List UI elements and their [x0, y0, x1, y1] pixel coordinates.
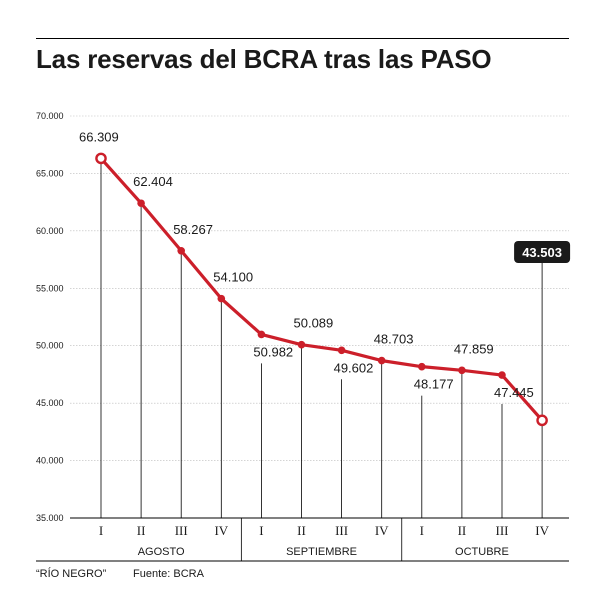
x-tick-label: IV [535, 523, 549, 538]
month-group-label: SEPTIEMBRE [286, 546, 357, 558]
y-tick-label: 35.000 [36, 513, 64, 523]
data-point [337, 346, 346, 355]
x-tick-label: II [137, 523, 146, 538]
data-point [257, 330, 266, 339]
data-label: 62.404 [133, 174, 173, 189]
x-tick-label: III [175, 523, 188, 538]
x-tick-label: III [335, 523, 348, 538]
x-tick-label: IV [375, 523, 389, 538]
data-point [137, 199, 145, 208]
y-tick-label: 65.000 [36, 168, 64, 178]
data-point [177, 246, 185, 255]
data-point [418, 362, 426, 371]
data-label: 49.602 [334, 360, 374, 375]
month-group-label: AGOSTO [138, 546, 185, 558]
callout-box [514, 241, 571, 263]
x-tick-label: I [99, 523, 103, 538]
data-label: 58.267 [173, 222, 213, 237]
data-point-hollow [536, 414, 548, 427]
series-line [99, 156, 544, 422]
y-tick-label: 45.000 [36, 398, 64, 408]
data-point-hollow [95, 152, 107, 165]
data-label: 47.859 [454, 341, 494, 356]
data-point [498, 371, 506, 379]
y-tick-label: 70.000 [36, 111, 64, 121]
y-tick-label: 50.000 [36, 341, 64, 351]
x-tick-label: III [496, 523, 509, 538]
y-tick-label: 55.000 [36, 283, 64, 293]
source-outlet: “RÍO NEGRO” [36, 568, 107, 580]
data-point [458, 366, 466, 375]
top-rule [36, 38, 569, 39]
data-label: 50.089 [294, 316, 334, 331]
chart-title: Las reservas del BCRA tras las PASO [36, 44, 492, 74]
data-label: 50.982 [253, 344, 293, 359]
data-label: 47.445 [494, 385, 534, 400]
data-label: 48.177 [414, 377, 454, 392]
x-tick-label: II [458, 523, 467, 538]
data-label-callout: 43.503 [522, 245, 562, 260]
month-group-label: OCTUBRE [455, 546, 509, 558]
x-tick-label: I [420, 523, 424, 538]
data-point [217, 294, 226, 303]
data-label: 48.703 [374, 332, 414, 347]
x-tick-label: I [259, 523, 263, 538]
data-point [297, 340, 306, 349]
source-credit: Fuente: BCRA [133, 568, 204, 580]
y-tick-label: 60.000 [36, 226, 64, 236]
data-label: 66.309 [79, 129, 119, 144]
y-tick-label: 40.000 [36, 456, 64, 466]
data-label: 54.100 [213, 270, 253, 285]
x-tick-label: II [297, 523, 306, 538]
x-tick-label: IV [214, 523, 228, 538]
data-point [377, 356, 386, 365]
